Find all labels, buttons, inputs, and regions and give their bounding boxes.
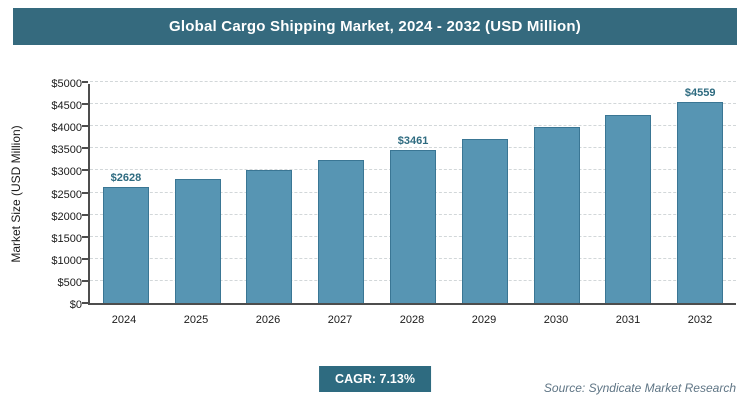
gridline [90,147,736,149]
y-tick-label: $2000 [51,210,82,223]
y-tick-mark [82,213,88,216]
cagr-badge: CAGR: 7.13% [319,366,431,392]
y-tick-mark [82,81,88,83]
y-tick-label: $4500 [51,100,82,113]
y-tick-label: $5000 [51,78,82,90]
bar-slot-2025 [162,178,234,303]
y-tick-mark [82,147,88,150]
y-axis-ticks: $0 $500 $1000 $1500 $2000 $2500 $3000 $3500 $400… [0,78,82,311]
x-tick-label: 2027 [327,314,353,326]
y-tick-label: $2500 [51,188,82,201]
y-tick-label: $1500 [51,232,82,245]
bar-value-label: $4559 [684,86,716,99]
y-tick-label: $1000 [51,254,82,267]
gridline [90,103,736,105]
y-tick-mark [82,235,88,238]
y-tick-mark [82,191,88,194]
bar-slot-2024: $2628 [90,172,162,303]
bar-2025 [174,178,221,303]
bar-value-label: $3461 [397,135,429,148]
y-tick-mark [82,257,88,260]
y-tick-label: $500 [57,276,82,289]
y-tick-label: $3500 [51,144,82,157]
bar-slot-2030 [521,127,593,303]
bar-chart: Market Size (USD Million) $0 $500 $1000 $15… [0,78,750,344]
bar-2029 [461,139,508,303]
x-tick-label: 2028 [399,314,425,326]
gridline [90,81,736,82]
bar-slot-2027 [305,160,377,303]
y-tick-mark [82,169,88,172]
bar-value-label: $2628 [110,171,142,184]
y-tick-mark [82,125,88,128]
bar-2032 [677,101,724,303]
chart-title: Global Cargo Shipping Market, 2024 - 203… [169,18,581,35]
y-tick-mark [82,103,88,106]
bars-row: $2628 $3461 $4559 [90,84,736,303]
x-tick-label: 2029 [471,314,497,326]
y-tick-label: $0 [69,299,82,311]
bar-2024 [102,186,149,303]
chart-title-bar: Global Cargo Shipping Market, 2024 - 203… [13,8,737,45]
gridline [90,125,736,127]
bar-slot-2032: $4559 [664,86,736,303]
bar-slot-2029 [449,139,521,303]
bar-2027 [318,160,365,303]
x-axis-labels: 2024 2025 2026 2027 2028 2029 2030 2031 2032 [88,314,736,326]
plot-area: $2628 $3461 $4559 [82,81,736,305]
y-tick-label: $4000 [51,122,82,135]
y-tick-label: $3000 [51,166,82,179]
x-tick-label: 2024 [111,314,137,326]
x-tick-label: 2032 [687,314,713,326]
bar-slot-2028: $3461 [377,135,449,303]
bar-2026 [246,169,293,303]
y-tick-mark [82,302,88,304]
bar-slot-2026 [234,169,306,303]
x-tick-label: 2025 [183,314,209,326]
bar-2028 [390,150,437,303]
bar-2031 [605,114,652,303]
x-tick-label: 2031 [615,314,641,326]
source-text: Source: Syndicate Market Research [543,381,736,395]
bar-slot-2031 [592,114,664,303]
y-tick-mark [82,279,88,282]
bar-2030 [533,127,580,303]
x-tick-label: 2026 [255,314,281,326]
x-tick-label: 2030 [543,314,569,326]
